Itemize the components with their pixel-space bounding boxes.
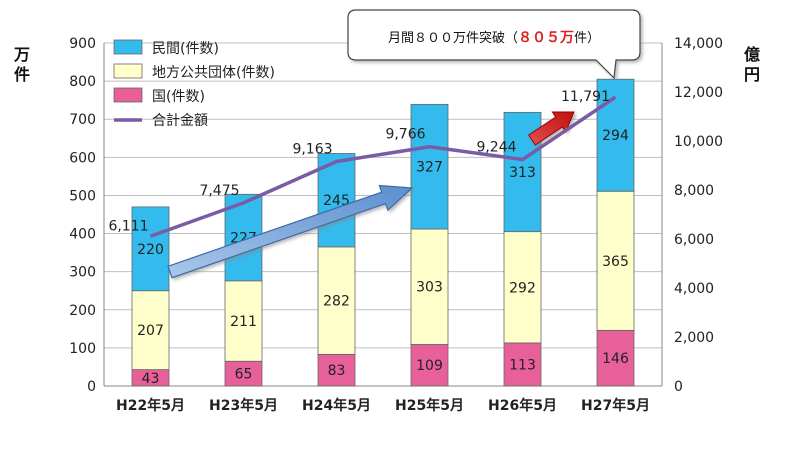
bar-value-label: 327 — [416, 160, 443, 176]
bar-segment — [503, 342, 542, 387]
y-right-tick-label: 12,000 — [674, 85, 723, 101]
x-tick-label: H22年5月 — [116, 397, 185, 414]
x-tick-label: H23年5月 — [209, 397, 278, 414]
bar-segment — [410, 344, 449, 387]
y-right-tick-label: 14,000 — [674, 36, 723, 52]
callout-box: 月間８００万件突破（８０５万件） — [347, 9, 641, 80]
bar-value-label: 43 — [142, 371, 160, 387]
y-left-tick-label: 600 — [69, 150, 96, 166]
blue-trend-arrow — [167, 184, 414, 279]
bar-value-label: 292 — [509, 280, 536, 296]
x-tick-label: H24年5月 — [302, 397, 371, 414]
y-right-tick-label: 2,000 — [674, 330, 714, 346]
legend-swatch — [113, 39, 143, 55]
y-left-tick-label: 0 — [87, 379, 96, 395]
y-left-tick-label: 400 — [69, 227, 96, 243]
bar-value-label: 65 — [235, 367, 253, 383]
y-left-tick-label: 300 — [69, 265, 96, 281]
legend-label: 合計金額 — [152, 113, 208, 129]
y-right-axis-title: 億 — [744, 45, 760, 64]
y-left-tick-label: 800 — [69, 74, 96, 90]
callout-prefix: 月間８００万件突破（ — [388, 30, 518, 46]
y-right-tick-label: 4,000 — [674, 281, 714, 297]
bars: 4320722065211227832822451093033271132923… — [131, 78, 635, 387]
y-left-tick-label: 100 — [69, 341, 96, 357]
bar-segment — [317, 353, 356, 387]
callout-highlight: ８０５万 — [518, 30, 574, 46]
y-left-axis-title: 件 — [14, 65, 30, 84]
bar-value-label: 207 — [137, 323, 164, 339]
legend: 民間(件数) 地方公共団体(件数) 国(件数) 合計金額 — [113, 39, 275, 129]
line-value-label: 7,475 — [199, 183, 239, 199]
x-tick-label: H25年5月 — [395, 397, 464, 414]
bar-segment — [410, 103, 449, 230]
y-right-tick-label: 10,000 — [674, 134, 723, 150]
callout-suffix: 件） — [574, 31, 600, 46]
bar-segment — [224, 280, 263, 362]
y-right-tick-label: 0 — [674, 379, 683, 395]
red-trend-arrow — [528, 111, 575, 146]
y-right-tick-label: 6,000 — [674, 232, 714, 248]
legend-swatch — [113, 63, 143, 79]
legend-label: 国(件数) — [152, 89, 205, 105]
bar-value-label: 282 — [323, 294, 350, 310]
callout-text: 月間８００万件突破（８０５万件） — [388, 30, 600, 46]
bar-segment — [224, 360, 263, 387]
line-value-label: 9,766 — [385, 127, 425, 143]
bar-value-label: 303 — [416, 280, 443, 296]
bar-value-label: 365 — [602, 254, 629, 270]
x-tick-label: H27年5月 — [581, 397, 650, 414]
bar-value-label: 113 — [509, 357, 536, 373]
bar-value-label: 83 — [328, 363, 346, 379]
callout: 月間８００万件突破（８０５万件） — [347, 9, 641, 80]
legend-label: 地方公共団体(件数) — [152, 65, 275, 81]
axes: 0 100 200 300 400 500 600 700 800 900 0 2,000 4,000 6… — [13, 36, 760, 414]
line-value-label: 9,244 — [476, 140, 516, 156]
bar-segment — [317, 153, 356, 248]
y-left-axis-title: 万 — [13, 45, 30, 64]
bar-value-label: 294 — [602, 128, 629, 144]
bar-segment — [131, 206, 170, 292]
bar-segment — [503, 231, 542, 344]
total-amount-line-path — [149, 95, 617, 238]
bar-value-label: 146 — [602, 351, 629, 367]
y-right-tick-label: 8,000 — [674, 183, 714, 199]
bar-value-label: 109 — [416, 358, 443, 374]
total-amount-line: 6,111 7,475 9,163 9,766 9,244 11,791 — [108, 89, 617, 238]
bar-segment — [131, 290, 170, 371]
y-left-tick-label: 900 — [69, 36, 96, 52]
line-value-label: 6,111 — [108, 218, 148, 234]
bar-value-label: 220 — [137, 242, 164, 258]
line-value-label: 9,163 — [292, 142, 332, 158]
y-left-tick-label: 700 — [69, 112, 96, 128]
line-value-label: 11,791 — [561, 89, 610, 105]
bar-value-label: 211 — [230, 314, 257, 330]
y-left-tick-label: 200 — [69, 303, 96, 319]
bar-value-label: 313 — [509, 165, 536, 181]
legend-label: 民間(件数) — [152, 41, 219, 57]
legend-swatch — [113, 87, 143, 103]
y-left-tick-label: 500 — [69, 188, 96, 204]
trend-arrows — [167, 111, 575, 279]
x-tick-label: H26年5月 — [488, 397, 557, 414]
y-right-axis-title: 円 — [744, 65, 760, 84]
